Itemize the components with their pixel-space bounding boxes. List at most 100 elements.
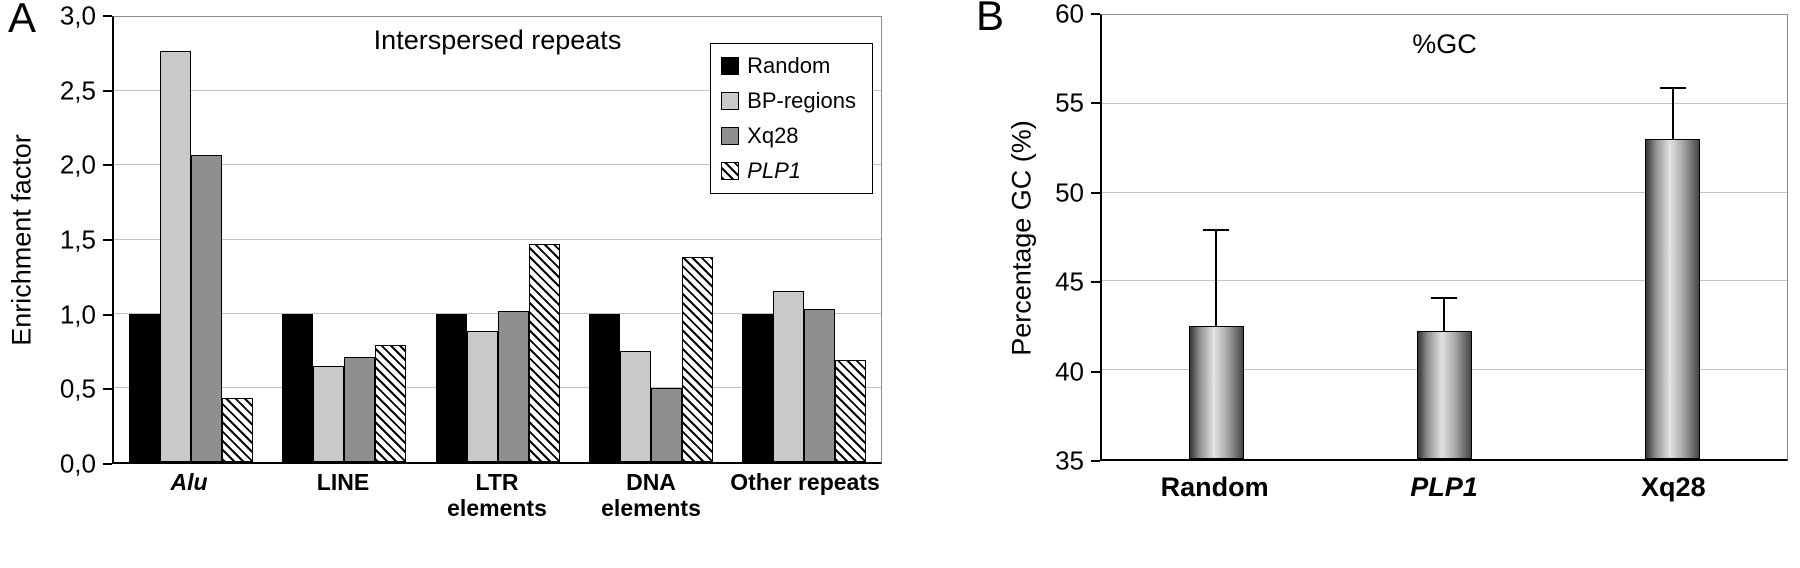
y-tick-label: 1,0: [59, 299, 96, 330]
y-tick-mark: [103, 15, 112, 17]
bar-slot: [1330, 15, 1558, 459]
gridline: [1102, 102, 1787, 104]
legend-label: Xq28: [747, 123, 799, 148]
bar-group: [421, 17, 574, 462]
color-swatch-icon: [721, 127, 740, 145]
bar-random: [128, 313, 160, 462]
color-swatch-icon: [721, 57, 740, 75]
gridline: [1102, 191, 1787, 193]
legend-item: Random: [721, 53, 856, 79]
bar-group: [728, 17, 881, 462]
bar-bp-regions: [313, 365, 345, 462]
bar-plp1: [528, 243, 560, 462]
bar-plp1: [835, 359, 867, 462]
y-tick-label: 40: [1055, 356, 1084, 387]
error-bar: [1203, 229, 1230, 327]
y-tick-label: 0,5: [59, 373, 96, 404]
bar-bp-regions: [159, 51, 191, 462]
y-tick-label: 2,0: [59, 149, 96, 180]
bar-bp-regions: [466, 331, 498, 462]
y-tick-label: 2,5: [59, 75, 96, 106]
panel-a-y-ticks: 0,0 0,5 1,0 1,5 2,0 2,5 3,0: [20, 1, 112, 479]
y-tick-label: 3,0: [59, 0, 96, 31]
error-bar-line: [1671, 87, 1674, 141]
bar-random: [282, 313, 314, 462]
panel-a-bars: [114, 17, 881, 462]
bar-plp1: [681, 257, 713, 462]
x-tick-label: PLP1: [1410, 472, 1478, 502]
gridline: [114, 238, 881, 240]
y-tick-mark: [103, 89, 112, 92]
y-tick-label: 35: [1055, 445, 1084, 476]
x-tick-label: DNA elements: [601, 469, 701, 521]
bar-random: [742, 313, 774, 462]
y-tick-mark: [103, 313, 112, 316]
gridline: [114, 90, 881, 92]
bar-random: [435, 313, 467, 462]
panel-a-title: Interspersed repeats: [373, 25, 622, 55]
bar-slot: [1559, 15, 1787, 459]
gridline: [114, 164, 881, 166]
gc-bar: [1188, 229, 1244, 459]
bar-xq28: [497, 310, 529, 462]
gc-bar: [1416, 296, 1472, 459]
legend-item: Xq28: [721, 123, 856, 149]
error-bar: [1431, 296, 1458, 333]
y-tick-label: 60: [1055, 0, 1084, 29]
y-tick-mark: [1091, 13, 1100, 15]
y-tick-mark: [1091, 460, 1100, 462]
color-swatch-icon: [721, 92, 740, 110]
y-tick-mark: [103, 463, 112, 465]
gc-bar: [1645, 87, 1701, 459]
error-bar-line: [1215, 229, 1218, 327]
bar-slot: [1102, 15, 1330, 459]
y-tick-mark: [1091, 281, 1100, 284]
panel-b-label: B: [976, 0, 1005, 39]
bar-plp1: [221, 398, 253, 462]
x-tick-label: Alu: [170, 469, 208, 495]
bar-group: [574, 17, 727, 462]
gridline: [114, 312, 881, 314]
bar-random: [588, 313, 620, 462]
panel-a-legend: Random BP-regions Xq28 PLP1: [710, 43, 873, 194]
y-tick-mark: [103, 388, 112, 391]
y-tick-label: 0,0: [59, 448, 96, 479]
legend-item: PLP1: [721, 158, 856, 184]
error-bar-cap: [1203, 229, 1230, 232]
x-tick-label: Other repeats: [730, 469, 880, 495]
hatch-swatch-icon: [721, 162, 740, 180]
y-tick-mark: [1091, 370, 1100, 373]
bar-bp-regions: [773, 291, 805, 462]
y-tick-mark: [1091, 191, 1100, 194]
legend-label: PLP1: [747, 158, 801, 183]
panel-a-plot-area: Interspersed repeats Random BP-regions Xq2…: [112, 16, 882, 464]
error-bar-cap: [1431, 296, 1458, 299]
bar-group: [114, 17, 267, 462]
x-tick-label: Random: [1160, 472, 1269, 502]
y-tick-label: 1,5: [59, 224, 96, 255]
y-tick-mark: [103, 164, 112, 167]
panel-b-bars: [1102, 15, 1787, 459]
legend-label: Random: [747, 53, 831, 78]
panel-a-x-ticks: Alu LINE LTR elements DNA elements Other rep…: [112, 469, 882, 522]
error-bar-cap: [1659, 87, 1686, 90]
y-tick-mark: [1091, 102, 1100, 105]
y-tick-label: 50: [1055, 177, 1084, 208]
error-bar-line: [1443, 296, 1446, 333]
y-tick-label: 45: [1055, 266, 1084, 297]
panel-b-plot-area: %GC: [1100, 14, 1788, 461]
x-tick-label: LINE: [316, 469, 370, 495]
gridline: [1102, 280, 1787, 282]
y-tick-mark: [103, 239, 112, 241]
panel-a-label: A: [8, 0, 37, 41]
legend-label: BP-regions: [747, 88, 856, 113]
error-bar: [1659, 87, 1686, 141]
panel-b-y-ticks: 35 40 45 50 55 60: [1008, 0, 1100, 476]
y-tick-label: 55: [1055, 87, 1084, 118]
legend-item: BP-regions: [721, 88, 856, 114]
panel-b-title: %GC: [1412, 29, 1477, 59]
bar-xq28: [344, 356, 376, 462]
bar-xq28: [190, 154, 222, 462]
bar-xq28: [650, 387, 682, 462]
